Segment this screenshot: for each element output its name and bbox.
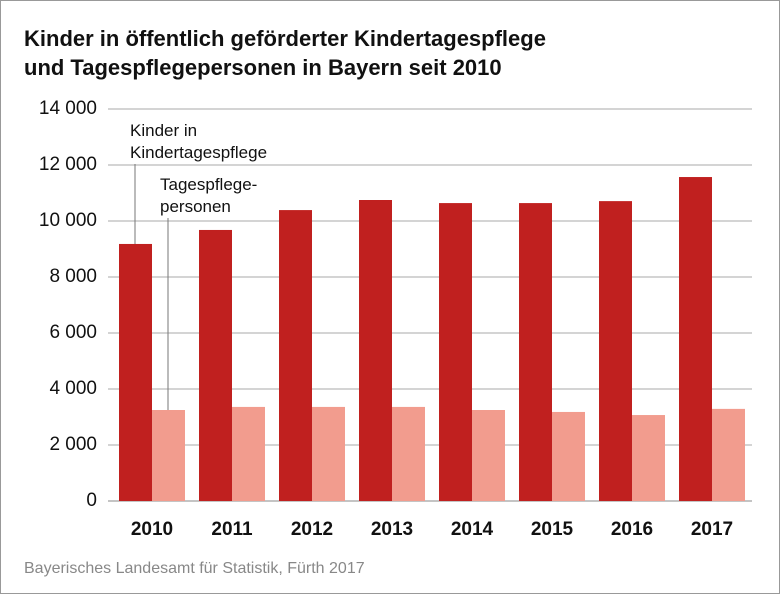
bar: [552, 411, 585, 501]
x-tick-label: 2016: [611, 519, 653, 540]
source: Bayerisches Landesamt für Statistik, Für…: [24, 560, 365, 577]
bar: [152, 410, 185, 501]
y-tick-label: 0: [86, 490, 97, 511]
x-tick-label: 2011: [211, 519, 253, 540]
bar: [632, 415, 665, 501]
bar: [679, 177, 712, 502]
y-tick-label: 10 000: [39, 210, 97, 231]
x-tick-label: 2010: [131, 519, 173, 540]
x-tick-label: 2017: [691, 519, 733, 540]
y-tick-label: 8 000: [49, 266, 97, 287]
bar: [312, 406, 345, 501]
y-tick-label: 14 000: [39, 98, 97, 119]
bar: [199, 229, 232, 501]
x-tick-label: 2015: [531, 519, 574, 540]
x-tick-label: 2013: [371, 519, 413, 540]
bar: [712, 408, 745, 501]
bar: [279, 210, 312, 501]
y-tick-label: 12 000: [39, 154, 97, 175]
legend-label: Tagespflege- personen: [160, 174, 258, 218]
bar: [392, 406, 425, 501]
legend-label: Kinder in Kindertagespflege: [130, 120, 268, 164]
bar: [472, 410, 505, 501]
bar: [519, 203, 552, 501]
y-tick-label: 6 000: [49, 322, 97, 343]
x-tick-label: 2012: [291, 519, 333, 540]
y-tick-label: 4 000: [49, 378, 97, 399]
bar: [439, 203, 472, 501]
chart-title: Kinder in öffentlich geförderter Kindert…: [24, 26, 546, 80]
x-tick-label: 2014: [451, 519, 494, 540]
bar: [599, 201, 632, 501]
bar: [232, 406, 265, 501]
bar: [119, 243, 152, 501]
y-tick-label: 2 000: [49, 434, 97, 455]
bar: [359, 200, 392, 501]
